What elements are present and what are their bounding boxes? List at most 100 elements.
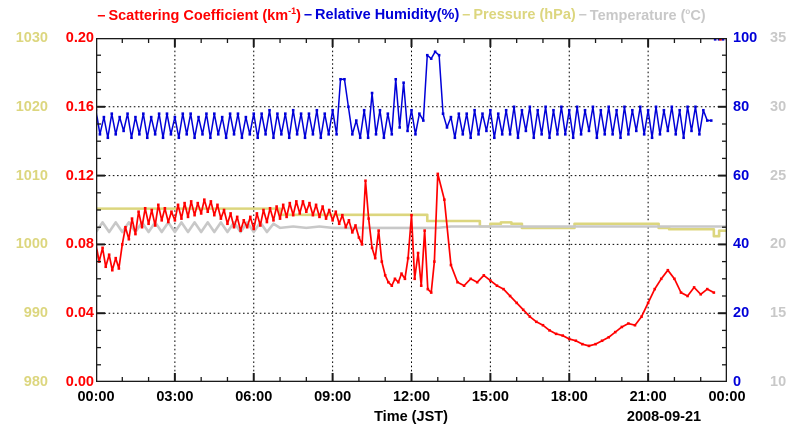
data-point bbox=[640, 315, 643, 318]
data-point bbox=[170, 210, 173, 214]
data-point bbox=[594, 342, 597, 346]
data-point bbox=[127, 237, 131, 241]
legend-dash-scattering: – bbox=[97, 7, 106, 24]
x-tick-label-5: 15:00 bbox=[471, 389, 509, 405]
data-point bbox=[512, 105, 516, 109]
data-point bbox=[280, 133, 283, 136]
data-point bbox=[603, 133, 607, 136]
data-point bbox=[153, 133, 157, 136]
data-point bbox=[453, 136, 457, 140]
data-point bbox=[138, 133, 141, 136]
data-point bbox=[500, 133, 504, 136]
data-point bbox=[318, 215, 321, 219]
data-point bbox=[305, 210, 308, 214]
data-point bbox=[134, 232, 137, 236]
y-tick-scattering-3: 0.08 bbox=[65, 236, 94, 253]
data-point bbox=[357, 236, 361, 239]
data-point bbox=[383, 274, 387, 277]
data-point bbox=[308, 201, 311, 205]
data-point bbox=[272, 136, 275, 140]
data-point bbox=[157, 112, 161, 115]
data-point bbox=[556, 133, 559, 136]
data-point bbox=[165, 112, 169, 115]
data-point bbox=[561, 334, 564, 337]
data-point bbox=[425, 53, 429, 57]
data-point bbox=[140, 225, 144, 229]
data-point bbox=[374, 133, 378, 136]
data-point bbox=[528, 105, 532, 109]
data-point bbox=[666, 268, 670, 272]
y-tick-humidity-3: 40 bbox=[733, 236, 750, 253]
data-point bbox=[209, 136, 212, 140]
data-point bbox=[291, 213, 295, 217]
data-point bbox=[634, 129, 638, 133]
data-point bbox=[674, 133, 678, 136]
data-point bbox=[564, 133, 567, 136]
data-point bbox=[264, 133, 267, 136]
data-point bbox=[653, 287, 656, 291]
data-point bbox=[524, 129, 528, 133]
data-point bbox=[351, 231, 354, 234]
chart-legend: – Scattering Coefficient (km-1) – Relative … bbox=[0, 6, 800, 28]
data-point bbox=[548, 329, 551, 332]
data-point bbox=[176, 203, 180, 207]
data-point bbox=[137, 210, 140, 214]
data-point bbox=[321, 205, 324, 208]
data-point bbox=[360, 243, 364, 246]
data-point bbox=[114, 133, 118, 136]
data-point bbox=[678, 108, 681, 112]
data-point bbox=[489, 279, 492, 282]
data-point bbox=[177, 136, 181, 140]
data-point bbox=[698, 133, 701, 136]
data-point bbox=[181, 112, 185, 115]
y-tick-scattering-1: 0.16 bbox=[65, 98, 94, 115]
data-point bbox=[633, 323, 637, 327]
data-point bbox=[276, 112, 279, 115]
data-point bbox=[536, 108, 539, 112]
legend-item-relative-humidity: – Relative Humidity(%) bbox=[301, 7, 459, 23]
data-point bbox=[541, 323, 545, 327]
data-point bbox=[341, 213, 344, 217]
data-point bbox=[567, 337, 571, 341]
data-point bbox=[307, 112, 311, 115]
data-point bbox=[495, 284, 499, 287]
y-tick-temperature-5: 10 bbox=[770, 374, 787, 390]
data-point bbox=[347, 105, 350, 109]
data-point bbox=[437, 53, 441, 57]
data-point bbox=[331, 219, 334, 222]
data-point bbox=[337, 222, 341, 226]
data-point bbox=[473, 108, 476, 112]
data-point bbox=[532, 136, 536, 140]
data-point bbox=[690, 129, 693, 133]
data-point bbox=[429, 57, 433, 60]
data-point bbox=[650, 136, 654, 140]
data-point bbox=[216, 133, 220, 136]
data-point bbox=[373, 256, 377, 260]
data-point bbox=[607, 105, 610, 109]
data-point bbox=[380, 260, 384, 263]
data-point bbox=[705, 119, 709, 122]
data-point bbox=[255, 212, 259, 215]
data-point bbox=[239, 229, 242, 232]
data-point bbox=[183, 201, 186, 205]
y-tick-pressure-1: 1020 bbox=[15, 98, 48, 115]
data-point bbox=[658, 133, 662, 136]
x-axis-title: Time (JST) bbox=[374, 409, 448, 425]
data-point bbox=[228, 112, 232, 115]
data-point bbox=[249, 215, 252, 219]
y-tick-humidity-0: 100 bbox=[733, 30, 758, 46]
data-point bbox=[571, 136, 575, 140]
data-point bbox=[206, 210, 210, 214]
data-point bbox=[222, 208, 226, 212]
data-point bbox=[354, 119, 358, 122]
data-point bbox=[193, 136, 196, 140]
data-point bbox=[285, 215, 288, 219]
data-point bbox=[496, 112, 500, 115]
data-point bbox=[229, 212, 232, 215]
data-point bbox=[107, 253, 111, 257]
series-line bbox=[96, 221, 727, 234]
data-point bbox=[692, 286, 696, 289]
data-point bbox=[284, 112, 287, 115]
data-point bbox=[397, 280, 400, 284]
data-point bbox=[331, 108, 334, 112]
